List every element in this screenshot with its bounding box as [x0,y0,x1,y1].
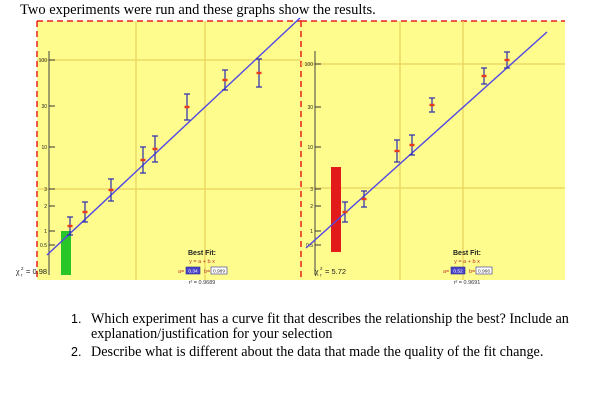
chi-subscript: r [21,273,23,278]
graphs-figure: 100 30 10 3 2 1 0.5 Best Fit: y = a + b x a= 0.34 b… [15,17,565,286]
chi-symbol: χ [314,267,319,276]
fit-title: Best Fit: [188,250,216,257]
chart-experiment-1: 100 30 10 3 2 1 0.5 Best Fit: y = a + b x a= 0.34 b… [15,17,301,286]
y-tick-label: 1 [44,229,47,235]
y-tick-label: 1 [310,229,313,235]
y-tick-label: 2 [44,204,47,210]
chi-superscript: 2 [320,266,323,271]
chi-superscript: 2 [21,266,24,271]
question-1: 1. Which experiment has a curve fit that… [71,311,596,343]
param-a-box [185,266,201,275]
y-tick-label: 10 [41,145,47,151]
fit-equation: y = a + b x [454,259,480,265]
question-list: 1. Which experiment has a curve fit that… [71,311,596,362]
param-b-box [475,266,493,275]
y-tick-label: 100 [39,58,48,64]
chart-experiment-2: 100 30 10 3 2 1 0.5 Best Fit: y = a + b x a= 0.52 b… [300,20,565,286]
param-b-value: 0.966 [478,269,490,275]
chi-value: = 5.72 [325,267,346,276]
question-number: 1. [71,312,82,326]
best-fit-line [46,17,301,256]
chi-subscript: r [320,273,322,278]
param-b-value: 0.989 [213,269,225,275]
param-a-label: a= [443,269,449,275]
y-tick-label: 10 [307,145,313,151]
chi-value: = 0.98 [26,267,47,276]
fit-title: Best Fit: [453,250,481,257]
param-b-label: b= [204,269,210,275]
r-squared: r² = 0.9691 [454,280,481,286]
y-tick-label: 2 [310,204,313,210]
param-a-box [450,266,466,275]
param-b-box [210,266,228,275]
question-2: 2. Describe what is different about the … [71,343,596,360]
y-tick-label: 30 [41,104,47,110]
fit-equation: y = a + b x [189,259,215,265]
question-text: Which experiment has a curve fit that de… [91,311,569,343]
y-tick-label: 0.5 [40,243,47,249]
residual-bar [61,231,71,275]
param-a-label: a= [178,269,184,275]
y-tick-label: 30 [307,105,313,111]
plot-area [37,21,301,280]
y-tick-label: 3 [310,187,313,193]
param-b-label: b= [469,269,475,275]
y-tick-label: 100 [305,62,314,68]
question-number: 2. [71,344,82,359]
residual-bar [331,167,341,252]
y-tick-label: 0.5 [306,243,313,249]
y-tick-label: 3 [44,187,47,193]
intro-text: Two experiments were run and these graph… [20,2,376,18]
chi-symbol: χ [15,267,20,276]
param-a-value: 0.52 [453,269,463,275]
param-a-value: 0.34 [188,269,198,275]
question-text: Describe what is different about the dat… [91,343,544,360]
r-squared: r² = 0.9689 [189,280,216,286]
